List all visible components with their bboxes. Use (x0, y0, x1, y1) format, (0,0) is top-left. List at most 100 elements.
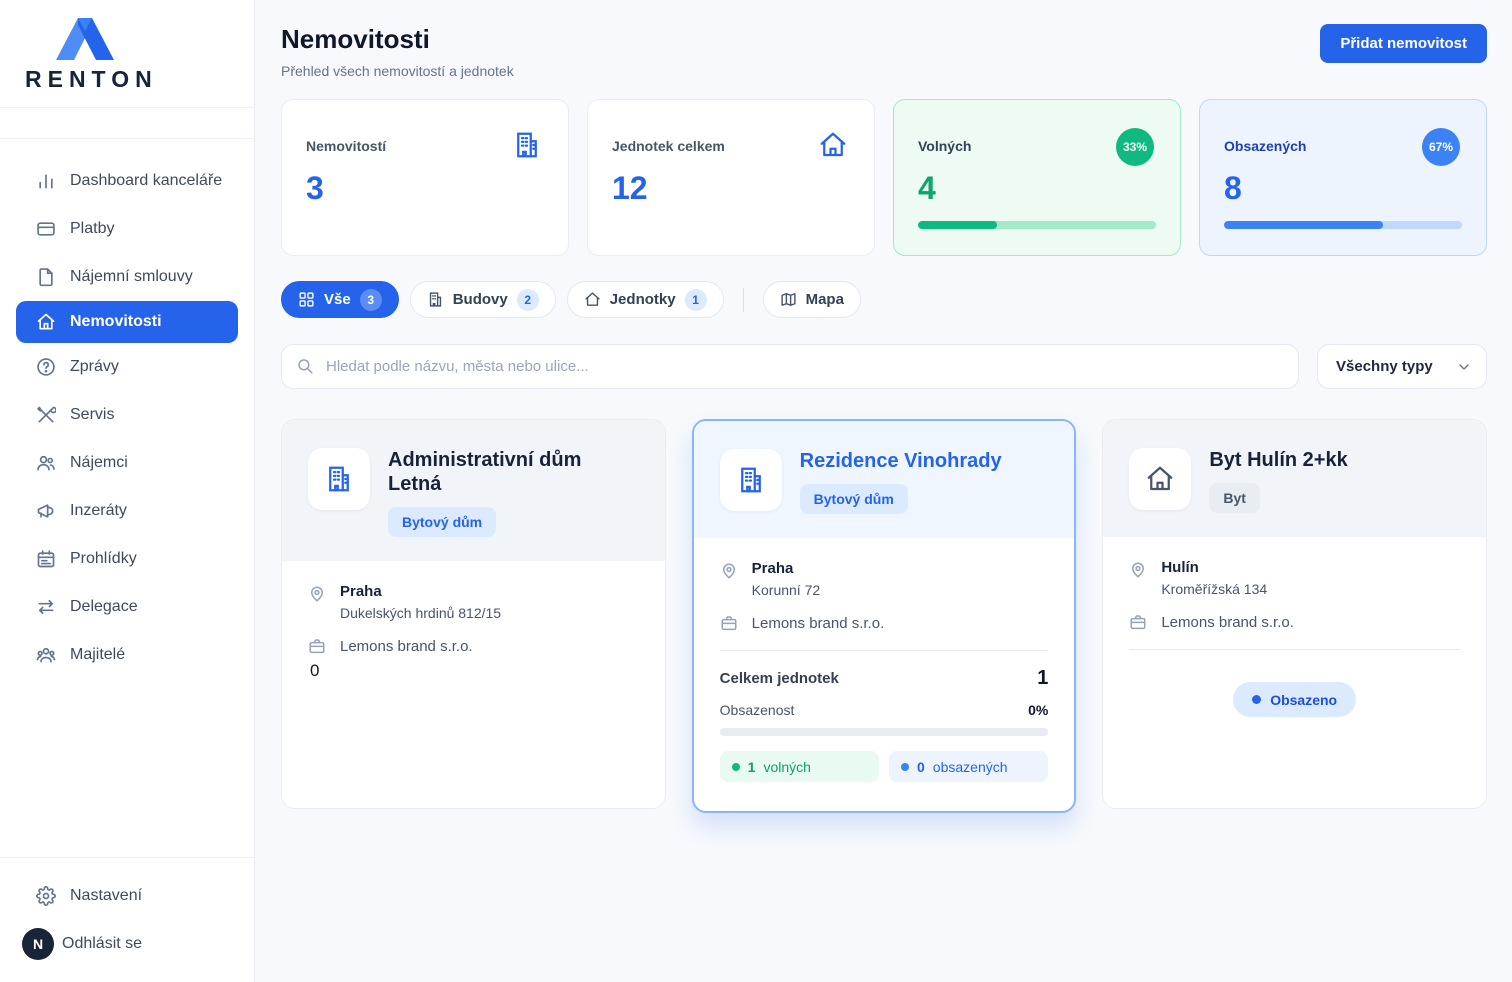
sidebar-item-nastaveni[interactable]: Nastavení (0, 872, 254, 920)
occupancy-value: 0% (1028, 702, 1049, 718)
sidebar-item-zpravy[interactable]: Zprávy (0, 343, 254, 391)
property-card-header: Rezidence Vinohrady Bytový dům (693, 421, 1075, 538)
divider (719, 650, 1049, 651)
tab-budovy[interactable]: Budovy 2 (409, 281, 556, 318)
property-card-letna[interactable]: Administrativní dům Letná Bytový dům Pra… (281, 419, 666, 809)
building-icon (429, 292, 441, 307)
add-property-button[interactable]: Přidat nemovitost (1320, 24, 1487, 63)
total-units-value: 1 (1037, 667, 1049, 689)
map-icon (780, 293, 796, 306)
type-filter-dropdown[interactable]: Všechny typy (1317, 344, 1487, 389)
tab-count-badge: 2 (516, 288, 539, 311)
briefcase-icon (1130, 615, 1146, 630)
stat-value: 4 (918, 170, 936, 206)
bar-chart-icon (39, 174, 53, 189)
divider (742, 287, 744, 312)
tab-count-badge: 1 (684, 288, 707, 311)
divider (0, 857, 254, 858)
sidebar-item-platby[interactable]: Platby (0, 205, 254, 253)
page-title: Nemovitosti (281, 24, 430, 54)
location-row: Praha Korunní 72 (720, 560, 1049, 598)
home-icon (1129, 448, 1192, 510)
vacant-percent-badge: 33% (1116, 128, 1154, 166)
filter-tabs: Vše 3 Budovy 2 Jednotky 1 Mapa (281, 281, 1487, 318)
property-unit-count: 0 (310, 661, 320, 680)
stat-value: 3 (306, 170, 324, 206)
home-icon (585, 292, 600, 306)
occupied-percent-badge: 67% (1422, 128, 1460, 166)
property-city: Praha (751, 560, 794, 577)
map-pin-icon (722, 563, 735, 579)
search-box (281, 344, 1299, 389)
property-card-header: Byt Hulín 2+kk Byt (1103, 420, 1486, 537)
renton-logo-icon (56, 18, 114, 60)
main-content: Nemovitosti Přehled všech nemovitostí a … (255, 0, 1512, 982)
page-header: Nemovitosti Přehled všech nemovitostí a … (281, 24, 1487, 79)
tab-mapa[interactable]: Mapa (762, 281, 861, 318)
sidebar-item-najemni-smlouvy[interactable]: Nájemní smlouvy (0, 253, 254, 301)
occupancy-row: Obsazenost 0% (719, 702, 1049, 718)
sidebar-footer: Nastavení N Odhlásit se (0, 857, 254, 982)
help-circle-icon (37, 358, 55, 376)
sidebar-item-nemovitosti[interactable]: Nemovitosti (16, 301, 238, 343)
occupied-units-pill: 0 obsazených (889, 751, 1049, 782)
property-grid: Administrativní dům Letná Bytový dům Pra… (281, 419, 1487, 813)
map-pin-icon (311, 586, 323, 602)
property-title: Administrativní dům Letná (388, 449, 582, 495)
vacant-progress-fill (918, 221, 997, 229)
sidebar-item-majitele[interactable]: Majitelé (0, 631, 254, 679)
divider (0, 107, 254, 108)
property-card-hulin[interactable]: Byt Hulín 2+kk Byt Hulín Kroměřížská 134… (1102, 419, 1487, 809)
sidebar-item-najemci[interactable]: Nájemci (0, 439, 254, 487)
unit-pills: 1 volných 0 obsazených (719, 751, 1049, 782)
blue-dot-icon (901, 762, 909, 771)
property-company: Lemons brand s.r.o. (340, 637, 473, 655)
company-row: Lemons brand s.r.o. (1129, 613, 1460, 631)
status-badge-obsazeno: Obsazeno (1233, 682, 1357, 717)
logout-button[interactable]: N Odhlásit se (0, 920, 254, 968)
tab-jednotky[interactable]: Jednotky 1 (566, 281, 724, 318)
green-dot-icon (731, 762, 740, 771)
sidebar-item-dashboard[interactable]: Dashboard kanceláře (0, 157, 254, 205)
tools-icon (37, 406, 56, 423)
sidebar-item-servis[interactable]: Servis (0, 391, 254, 439)
megaphone-icon (37, 504, 54, 518)
company-row: Lemons brand s.r.o. (720, 614, 1049, 632)
occupancy-progress-track (719, 728, 1049, 736)
tab-vse[interactable]: Vše 3 (281, 281, 399, 318)
users-group-icon (36, 647, 56, 663)
vacant-progress-track (918, 221, 1156, 229)
search-icon (296, 357, 314, 380)
sidebar-item-inzeraty[interactable]: Inzeráty (0, 487, 254, 535)
occupied-progress-fill (1224, 221, 1384, 229)
users-icon (37, 455, 55, 471)
stat-label: Nemovitostí (306, 138, 387, 154)
stat-card-occupied: 67% Obsazených 8 (1199, 99, 1487, 256)
property-type-badge: Bytový dům (799, 484, 908, 514)
gear-icon (36, 886, 56, 906)
sidebar-item-prohlidky[interactable]: Prohlídky (0, 535, 254, 583)
search-input[interactable] (281, 344, 1299, 389)
property-title: Rezidence Vinohrady (799, 450, 1002, 472)
grid-icon (299, 292, 314, 307)
property-street: Kroměřížská 134 (1161, 581, 1268, 597)
home-icon (37, 313, 55, 330)
property-type-badge: Byt (1209, 483, 1260, 513)
property-street: Dukelských hrdinů 812/15 (340, 605, 502, 621)
property-company: Lemons brand s.r.o. (751, 614, 885, 632)
tab-count-badge: 3 (359, 288, 382, 311)
stat-value: 8 (1224, 170, 1242, 206)
stat-card-units-total: Jednotek celkem 12 (587, 99, 875, 256)
building-icon (719, 449, 782, 511)
brand-name: RENTON (25, 66, 158, 92)
property-type-badge: Bytový dům (388, 507, 497, 537)
search-row: Všechny typy (281, 344, 1487, 389)
sidebar: RENTON Dashboard kanceláře Platby Nájemn… (0, 0, 255, 982)
sidebar-item-delegace[interactable]: Delegace (0, 583, 254, 631)
building-icon (308, 448, 370, 510)
property-card-header: Administrativní dům Letná Bytový dům (282, 420, 665, 561)
stat-label: Obsazených (1224, 138, 1307, 154)
property-city: Praha (340, 583, 382, 600)
home-icon (818, 130, 848, 165)
property-card-vinohrady[interactable]: Rezidence Vinohrady Bytový dům Praha Kor… (691, 419, 1077, 813)
